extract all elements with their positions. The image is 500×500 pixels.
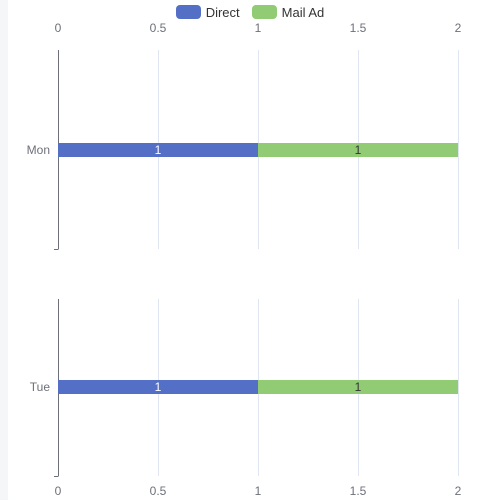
category-label-mon: Mon bbox=[27, 143, 50, 157]
chart-legend: Direct Mail Ad bbox=[0, 3, 500, 21]
x-tick-label-tue-3: 1.5 bbox=[350, 484, 367, 498]
left-edge-strip bbox=[0, 0, 8, 500]
legend-swatch-direct bbox=[175, 5, 201, 19]
x-tick-label-mon-3: 1.5 bbox=[350, 21, 367, 35]
x-tick-label-mon-1: 0.5 bbox=[150, 21, 167, 35]
category-label-tue: Tue bbox=[30, 380, 51, 394]
bar-mon-direct bbox=[58, 143, 258, 157]
data-label-mon-mail-ad: 1 bbox=[355, 143, 362, 157]
legend-label-direct: Direct bbox=[205, 4, 240, 20]
x-tick-label-tue-1: 0.5 bbox=[150, 484, 167, 498]
bar-mon-mail-ad bbox=[258, 143, 458, 157]
legend-label-mail-ad: Mail Ad bbox=[281, 4, 325, 20]
data-label-tue-mail-ad: 1 bbox=[355, 380, 362, 394]
x-tick-label-tue-2: 1 bbox=[255, 484, 262, 498]
x-tick-label-mon-2: 1 bbox=[255, 21, 262, 35]
legend-item-direct[interactable]: Direct bbox=[175, 4, 240, 20]
x-tick-label-mon-4: 2 bbox=[455, 21, 462, 35]
x-tick-label-mon-0: 0 bbox=[55, 21, 62, 35]
legend-swatch-mail-ad bbox=[251, 5, 277, 19]
data-label-tue-direct: 1 bbox=[155, 380, 162, 394]
legend-item-mail-ad[interactable]: Mail Ad bbox=[251, 4, 325, 20]
x-tick-label-tue-4: 2 bbox=[455, 484, 462, 498]
x-tick-label-tue-0: 0 bbox=[55, 484, 62, 498]
bar-tue-direct bbox=[58, 380, 258, 394]
bar-tue-mail-ad bbox=[258, 380, 458, 394]
data-label-mon-direct: 1 bbox=[155, 143, 162, 157]
